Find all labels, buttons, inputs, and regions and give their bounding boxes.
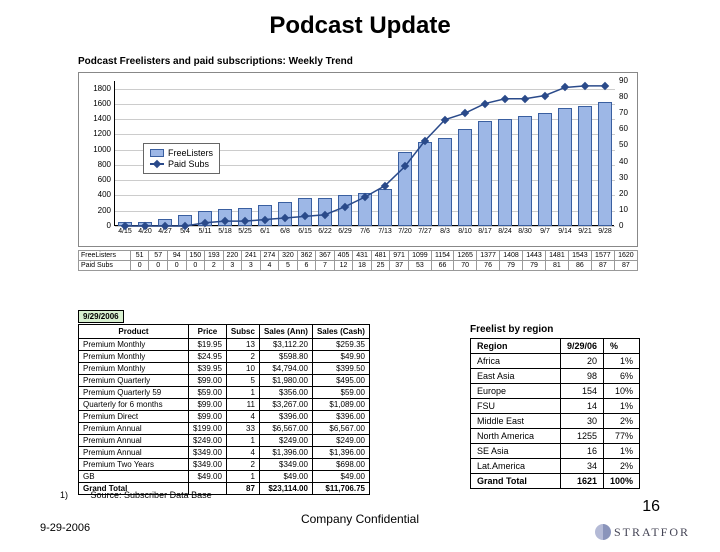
table-row: Middle East302% bbox=[471, 414, 640, 429]
legend-freelisters: FreeListers bbox=[168, 148, 213, 158]
weekly-trend-chart: 0200400600800100012001400160018000102030… bbox=[78, 72, 638, 247]
table-row: Quarterly for 6 months$99.0011$3,267.00$… bbox=[79, 399, 370, 411]
table-row: Lat.America342% bbox=[471, 459, 640, 474]
legend-paidsubs: Paid Subs bbox=[168, 159, 209, 169]
chart-data-table: FreeListers51579415019322024127432036236… bbox=[78, 250, 638, 271]
table-row: GB$49.001$49.00$49.00 bbox=[79, 471, 370, 483]
table-row: SE Asia161% bbox=[471, 444, 640, 459]
table-row: East Asia986% bbox=[471, 369, 640, 384]
table-row: Paid Subs0000233456712182537536670767979… bbox=[79, 261, 638, 271]
table-row: Premium Monthly$24.952$598.80$49.90 bbox=[79, 351, 370, 363]
table-row: Premium Quarterly$99.005$1,980.00$495.00 bbox=[79, 375, 370, 387]
globe-icon bbox=[595, 524, 611, 540]
chart-legend: FreeListers Paid Subs bbox=[143, 143, 220, 174]
footnote-number: 1) bbox=[60, 490, 68, 500]
table-row: North America125577% bbox=[471, 429, 640, 444]
table-row: Premium Annual$349.004$1,396.00$1,396.00 bbox=[79, 447, 370, 459]
footnote-text: Source: Subscriber Data Base bbox=[91, 490, 212, 500]
table-row: Europe15410% bbox=[471, 384, 640, 399]
page-number: 16 bbox=[642, 498, 660, 516]
table-row: FreeListers51579415019322024127432036236… bbox=[79, 251, 638, 261]
table-row: Premium Annual$249.001$249.00$249.00 bbox=[79, 435, 370, 447]
chart-subtitle: Podcast Freelisters and paid subscriptio… bbox=[78, 56, 353, 67]
table-row: Premium Direct$99.004$396.00$396.00 bbox=[79, 411, 370, 423]
table-row: Premium Monthly$19.9513$3,112.20$259.35 bbox=[79, 339, 370, 351]
table-row: Premium Two Years$349.002$349.00$698.00 bbox=[79, 459, 370, 471]
snapshot-date: 9/29/2006 bbox=[78, 310, 124, 323]
stratfor-logo: STRATFOR bbox=[595, 524, 690, 540]
table-row: Premium Quarterly 59$59.001$356.00$59.00 bbox=[79, 387, 370, 399]
logo-text: STRATFOR bbox=[614, 525, 690, 540]
table-row: FSU141% bbox=[471, 399, 640, 414]
region-table-title: Freelist by region bbox=[470, 324, 553, 335]
product-sales-table: ProductPriceSubscSales (Ann)Sales (Cash)… bbox=[78, 324, 370, 495]
table-row: Premium Annual$199.0033$6,567.00$6,567.0… bbox=[79, 423, 370, 435]
freelist-region-table: Region9/29/06%Africa201%East Asia986%Eur… bbox=[470, 338, 640, 489]
footnote: 1) Source: Subscriber Data Base bbox=[60, 490, 212, 500]
page-title: Podcast Update bbox=[0, 12, 720, 40]
table-row: Africa201% bbox=[471, 354, 640, 369]
table-row: Premium Monthly$39.9510$4,794.00$399.50 bbox=[79, 363, 370, 375]
